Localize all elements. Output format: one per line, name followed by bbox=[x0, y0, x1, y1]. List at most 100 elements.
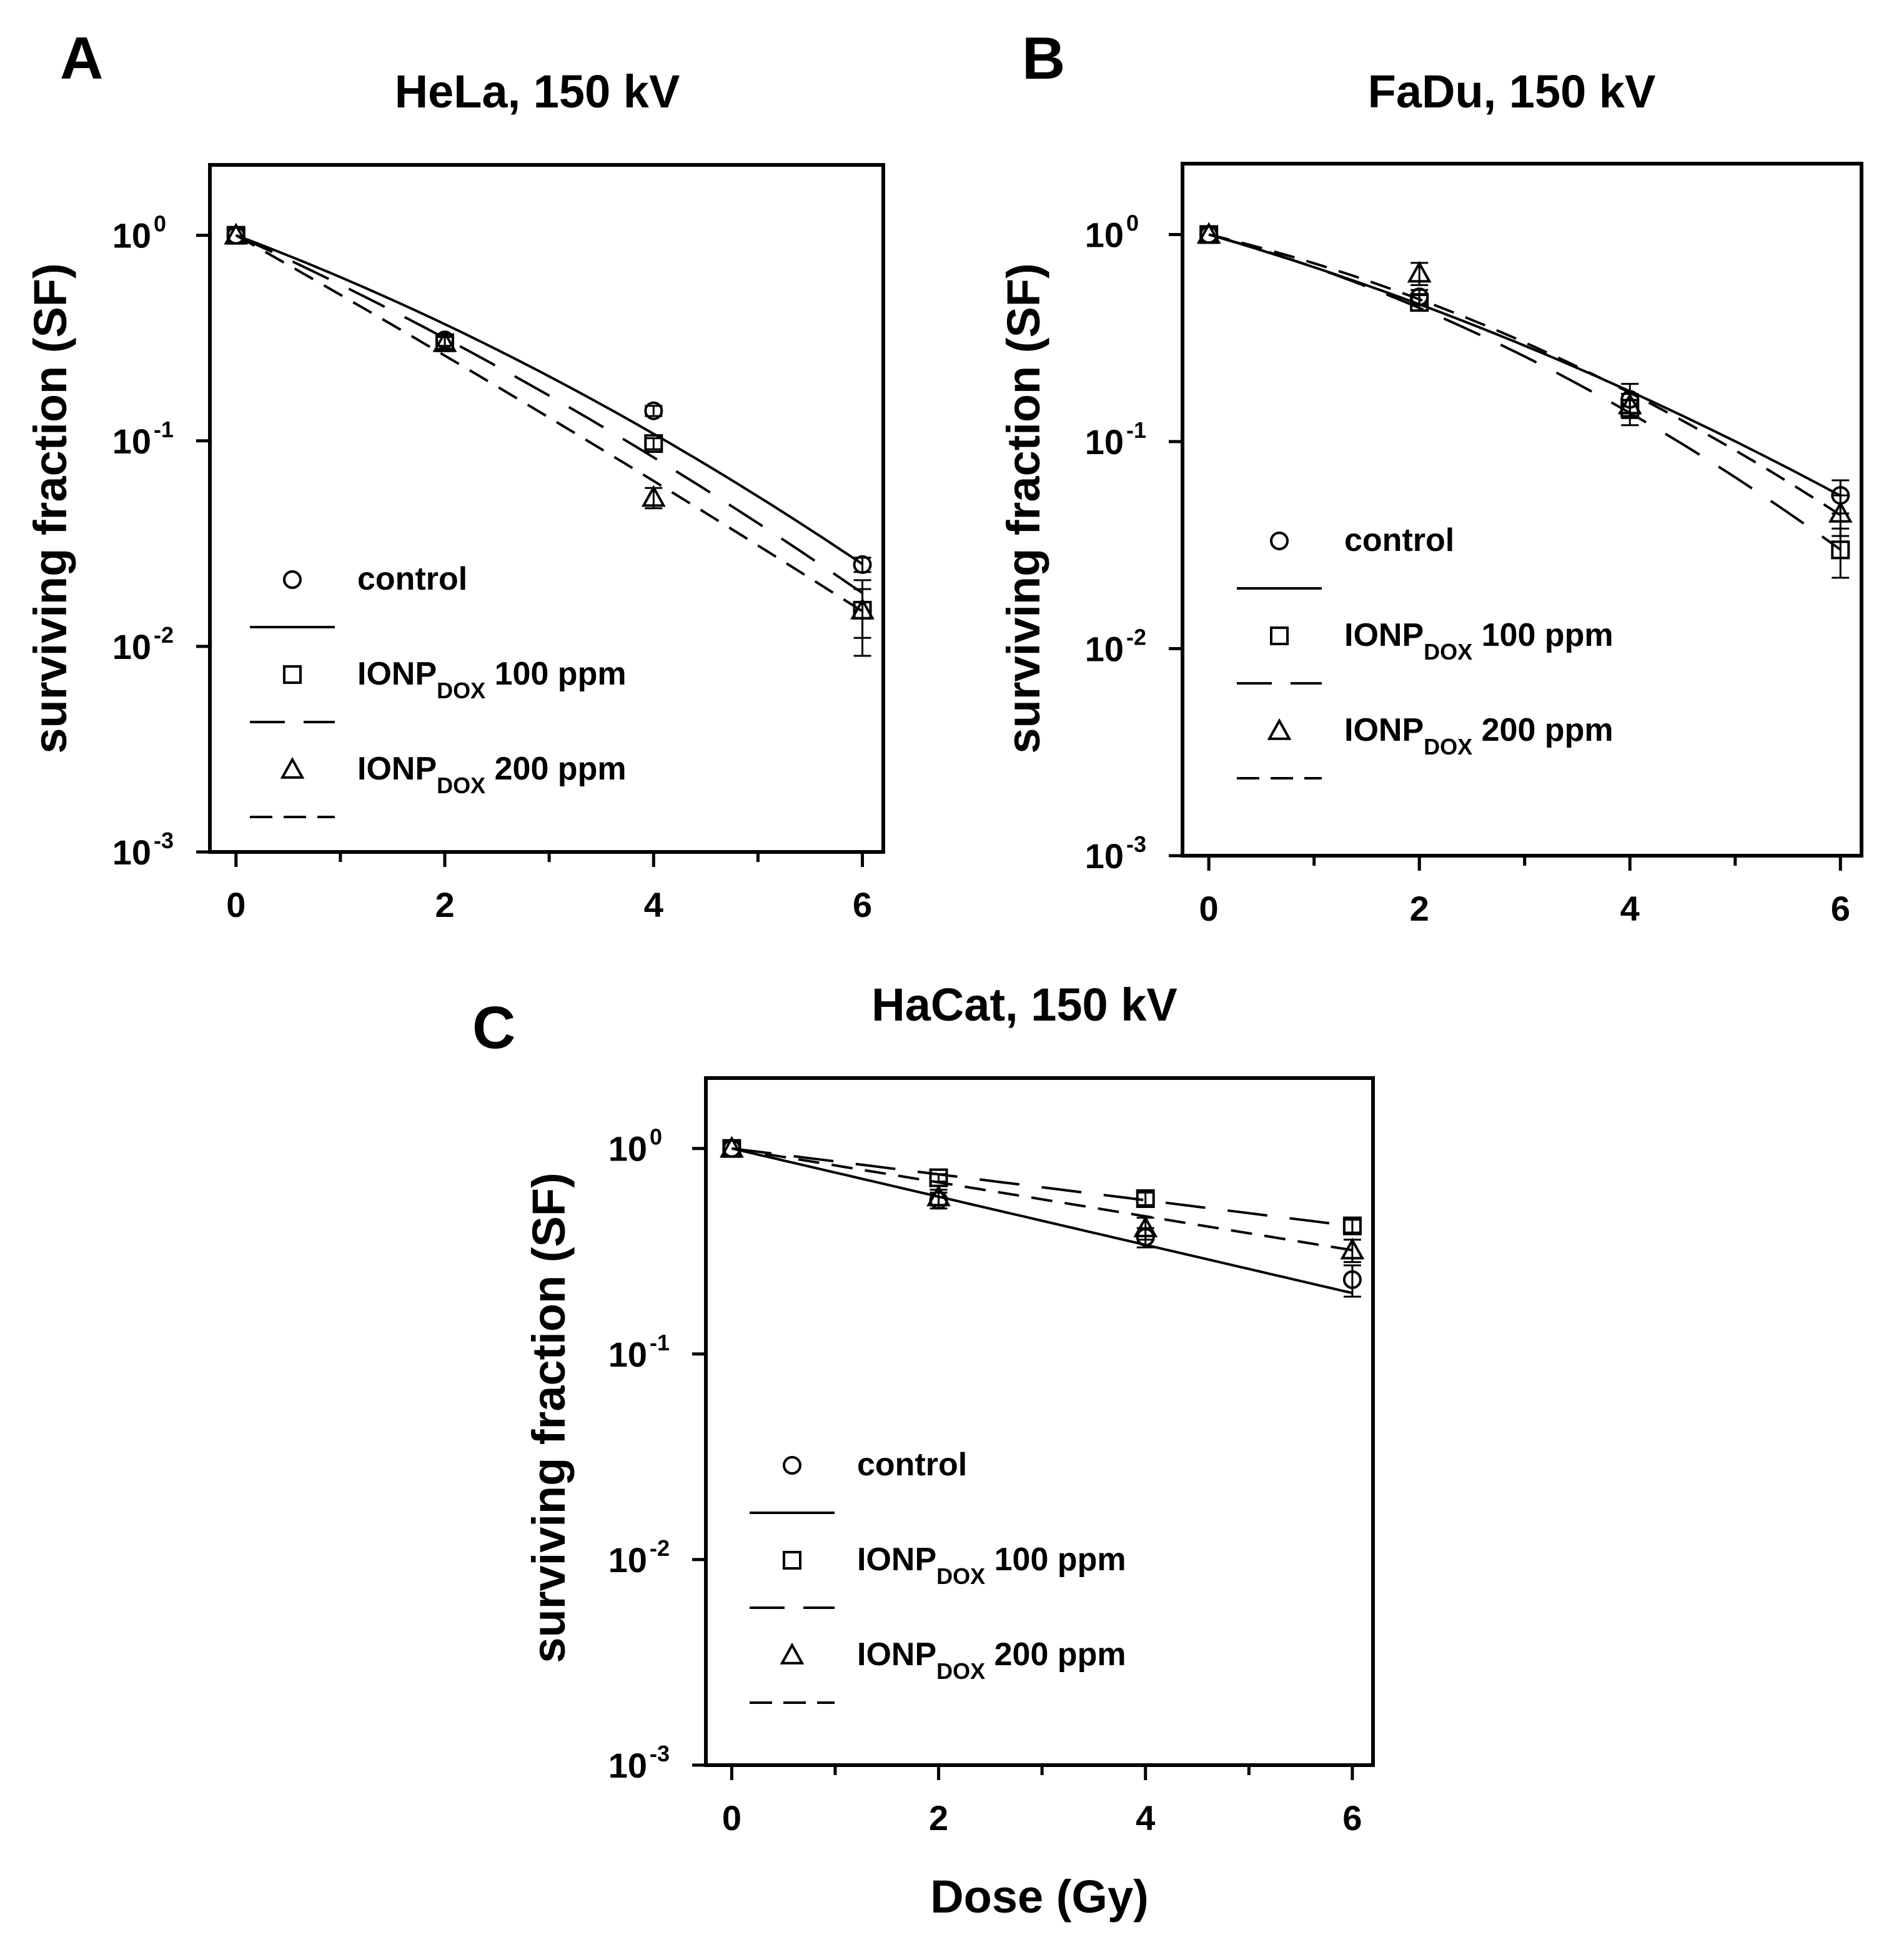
legend-label-main: IONP bbox=[1344, 617, 1424, 653]
y-tick-label: 10 bbox=[112, 216, 151, 255]
legend-label-subscript: DOX bbox=[936, 1658, 985, 1684]
legend-marker-square bbox=[283, 665, 302, 684]
x-tick-label: 6 bbox=[853, 885, 872, 924]
legend-label-main: control bbox=[857, 1447, 967, 1483]
data-point-triangle bbox=[1407, 260, 1432, 283]
data-point-circle bbox=[1342, 1270, 1362, 1289]
data-point-square bbox=[1831, 540, 1850, 560]
fit-curve-triangle bbox=[235, 234, 863, 613]
panel-letter: C bbox=[472, 994, 515, 1061]
chart-panel-a: A HeLa, 150 kV surviving fraction (SF) 0 2 4 6… bbox=[24, 25, 885, 924]
x-tick-label: 4 bbox=[1620, 889, 1640, 928]
chart-panel-c: C HaCat, 150 kV surviving fraction (SF) Dos… bbox=[472, 979, 1375, 1923]
y-tick-exponent: -2 bbox=[154, 622, 174, 648]
fit-curve-triangle bbox=[1208, 233, 1842, 517]
y-tick-label: 10 bbox=[1085, 422, 1124, 462]
y-tick-exponent: -2 bbox=[650, 1535, 670, 1561]
x-axis-label: Dose (Gy) bbox=[930, 1871, 1149, 1923]
y-tick-exponent: 0 bbox=[650, 1124, 662, 1150]
y-tick-label: 10 bbox=[1085, 836, 1124, 876]
legend-label-rest: 200 ppm bbox=[985, 1636, 1126, 1673]
legend-label-main: IONP bbox=[857, 1636, 936, 1673]
legend-marker-circle bbox=[283, 570, 302, 589]
y-tick-label: 10 bbox=[608, 1746, 647, 1785]
legend-marker-triangle bbox=[780, 1642, 805, 1665]
legend-label: control bbox=[1344, 522, 1454, 558]
y-tick-base: 10 bbox=[608, 1540, 647, 1580]
legend-label-rest: 200 ppm bbox=[485, 751, 626, 787]
legend-label-main: control bbox=[357, 561, 467, 597]
y-tick-base: 10 bbox=[1085, 836, 1124, 876]
x-tick-label: 2 bbox=[1410, 889, 1429, 928]
chart-title: HaCat, 150 kV bbox=[871, 979, 1178, 1031]
y-tick-label: 10 bbox=[1085, 215, 1124, 255]
y-tick-exponent: -3 bbox=[1126, 831, 1146, 857]
x-tick-label: 0 bbox=[1199, 889, 1219, 928]
legend-marker-circle bbox=[1270, 532, 1289, 550]
data-point-triangle bbox=[1617, 392, 1642, 415]
data-point-triangle bbox=[719, 1136, 744, 1158]
data-point-triangle bbox=[926, 1184, 951, 1207]
data-point-triangle bbox=[1340, 1237, 1365, 1260]
y-tick-base: 10 bbox=[608, 1129, 647, 1169]
legend-label-subscript: DOX bbox=[437, 773, 485, 798]
legend-marker-square bbox=[1270, 626, 1289, 645]
legend-label-subscript: DOX bbox=[936, 1563, 985, 1589]
legend-label: IONPDOX 100 ppm bbox=[1344, 617, 1614, 665]
fit-curve-triangle bbox=[731, 1147, 1353, 1252]
y-axis-label: surviving fraction (SF) bbox=[998, 263, 1049, 753]
y-tick-base: 10 bbox=[112, 216, 151, 255]
data-point-square bbox=[1136, 1189, 1155, 1209]
legend-marker-square bbox=[783, 1551, 801, 1570]
legend-label-main: IONP bbox=[857, 1542, 936, 1578]
legend-label: IONPDOX 200 ppm bbox=[857, 1636, 1126, 1684]
data-point-triangle bbox=[224, 222, 249, 245]
y-tick-label: 10 bbox=[1085, 630, 1124, 669]
y-tick-exponent: -1 bbox=[650, 1330, 670, 1355]
legend-label-rest: 100 ppm bbox=[985, 1542, 1126, 1578]
plot-frame bbox=[704, 1076, 1375, 1767]
fit-curve-square bbox=[1208, 233, 1842, 551]
y-tick-base: 10 bbox=[112, 422, 151, 461]
y-tick-exponent: -2 bbox=[1126, 625, 1146, 650]
legend-marker-triangle bbox=[280, 756, 305, 779]
y-tick-label: 10 bbox=[608, 1129, 647, 1169]
panel-letter: B bbox=[1022, 25, 1065, 92]
panel-letter: A bbox=[60, 25, 103, 92]
fit-curve-square bbox=[235, 234, 863, 595]
x-tick-label: 0 bbox=[226, 885, 245, 924]
legend-label: control bbox=[857, 1447, 967, 1483]
data-point-triangle bbox=[641, 485, 666, 507]
y-tick-base: 10 bbox=[112, 627, 151, 666]
data-point-triangle bbox=[1196, 222, 1221, 244]
y-tick-base: 10 bbox=[1085, 422, 1124, 462]
y-tick-exponent: -3 bbox=[154, 828, 174, 853]
x-tick-label: 2 bbox=[929, 1798, 948, 1838]
chart-title: FaDu, 150 kV bbox=[1368, 66, 1656, 117]
fit-curve-circle bbox=[731, 1147, 1353, 1295]
y-tick-label: 10 bbox=[112, 627, 151, 666]
y-tick-base: 10 bbox=[608, 1746, 647, 1785]
legend-label-subscript: DOX bbox=[1424, 734, 1472, 760]
fit-curve-circle bbox=[1208, 233, 1842, 497]
data-point-triangle bbox=[1133, 1215, 1158, 1237]
legend-marker-triangle bbox=[1267, 718, 1292, 740]
data-point-triangle bbox=[432, 330, 457, 352]
y-tick-base: 10 bbox=[608, 1335, 647, 1374]
fit-curve-square bbox=[731, 1147, 1353, 1227]
legend-label-rest: 100 ppm bbox=[1472, 617, 1613, 653]
legend-label-subscript: DOX bbox=[437, 678, 485, 703]
legend-label: IONPDOX 200 ppm bbox=[1344, 712, 1614, 760]
legend-label-subscript: DOX bbox=[1424, 639, 1472, 665]
legend-label-rest: 100 ppm bbox=[485, 656, 626, 692]
y-tick-label: 10 bbox=[112, 422, 151, 461]
x-tick-label: 0 bbox=[722, 1798, 741, 1838]
y-tick-exponent: 0 bbox=[154, 211, 166, 237]
y-tick-label: 10 bbox=[608, 1335, 647, 1374]
legend-label-main: control bbox=[1344, 522, 1454, 558]
chart-title: HeLa, 150 kV bbox=[395, 66, 680, 117]
data-point-square bbox=[1410, 293, 1429, 312]
chart-panel-b: B FaDu, 150 kV surviving fraction (SF) 0 2 4 6… bbox=[998, 25, 1863, 928]
x-tick-label: 2 bbox=[435, 885, 454, 924]
